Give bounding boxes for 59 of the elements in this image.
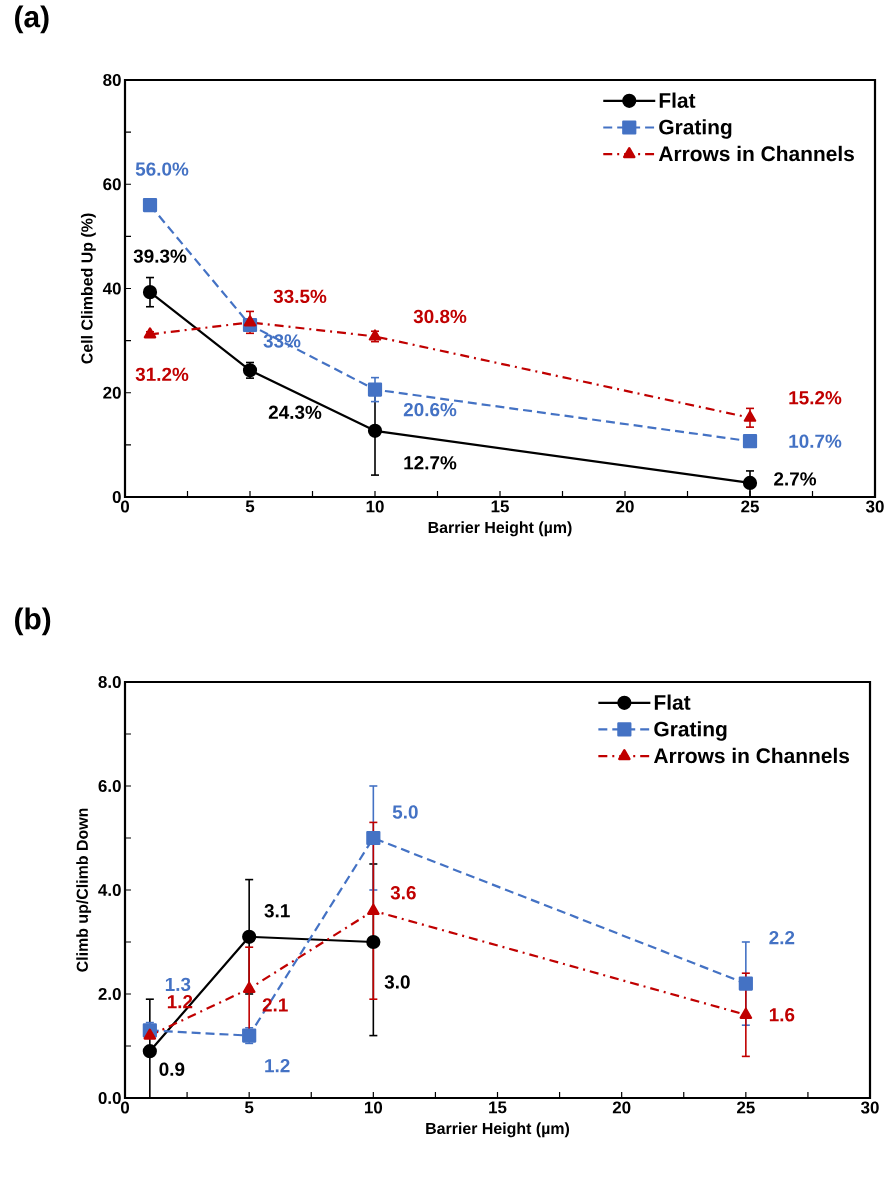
data-label: 12.7% xyxy=(404,456,457,470)
x-tick-label: 20 xyxy=(612,1101,631,1114)
x-tick-label: 10 xyxy=(364,1101,383,1114)
chart-title: (a) xyxy=(15,5,49,34)
data-label: 31.2% xyxy=(135,367,189,382)
data-label: 33.5% xyxy=(273,289,327,304)
y-tick-label: 0.0 xyxy=(98,1091,121,1104)
x-tick-label: 15 xyxy=(489,1101,507,1114)
chart-title: (b) xyxy=(15,607,51,636)
legend-label: Arrows in Channels xyxy=(653,747,850,764)
data-label: 1.6 xyxy=(769,1008,795,1022)
y-tick-label: 20 xyxy=(103,386,121,399)
y-tick-label: 4.0 xyxy=(98,884,121,896)
y-axis-title: Climb up/Climb Down xyxy=(76,808,92,972)
x-tick-label: 20 xyxy=(616,500,634,513)
x-tick-label: 30 xyxy=(865,500,884,513)
y-tick-label: 0 xyxy=(112,490,121,503)
data-label: 33% xyxy=(263,334,301,348)
x-tick-label: 5 xyxy=(245,500,255,513)
x-tick-label: 0 xyxy=(120,500,130,513)
legend-label: Grating xyxy=(654,721,727,741)
data-label: 30.8% xyxy=(413,309,467,324)
y-tick-label: 2.0 xyxy=(98,987,121,1000)
x-tick-label: 25 xyxy=(737,1101,755,1114)
legend-label: Flat xyxy=(654,694,691,710)
data-label: 20.6% xyxy=(403,402,457,417)
x-tick-label: 0 xyxy=(120,1101,130,1114)
data-label: 2.1 xyxy=(262,998,288,1012)
x-tick-label: 25 xyxy=(741,500,759,513)
data-label: 1.2 xyxy=(265,1058,290,1073)
y-tick-label: 40 xyxy=(102,282,121,295)
y-tick-label: 80 xyxy=(103,74,121,86)
data-label: 24.3% xyxy=(268,405,322,420)
data-label: 39.3% xyxy=(133,249,187,263)
data-label: 15.2% xyxy=(789,391,842,405)
legend-label: Arrows in Channels xyxy=(658,145,854,162)
x-tick-label: 10 xyxy=(366,500,384,513)
y-tick-label: 6.0 xyxy=(98,780,121,792)
y-tick-label: 60 xyxy=(103,178,121,191)
x-axis-title: Barrier Height (µm) xyxy=(426,1122,570,1138)
data-label: 56.0% xyxy=(135,162,189,176)
x-tick-label: 15 xyxy=(491,500,509,513)
x-tick-label: 30 xyxy=(860,1101,879,1114)
x-tick-label: 5 xyxy=(244,1101,254,1114)
data-label: 3.1 xyxy=(264,904,290,918)
data-label: 1.2 xyxy=(167,994,193,1009)
y-axis-title: Cell Climbed Up (%) xyxy=(80,213,96,364)
data-label: 0.9 xyxy=(159,1062,185,1076)
legend-label: Grating xyxy=(659,119,732,139)
data-label: 3.0 xyxy=(384,975,410,989)
data-label: 3.6 xyxy=(390,886,416,900)
data-label: 5.0 xyxy=(392,805,418,819)
data-label: 1.3 xyxy=(165,977,191,992)
data-label: 10.7% xyxy=(789,434,842,448)
x-axis-title: Barrier Height (µm) xyxy=(428,521,572,537)
legend-label: Flat xyxy=(659,92,696,108)
data-label: 2.2 xyxy=(769,930,795,945)
data-label: 2.7% xyxy=(774,472,817,486)
y-tick-label: 8.0 xyxy=(98,676,121,688)
